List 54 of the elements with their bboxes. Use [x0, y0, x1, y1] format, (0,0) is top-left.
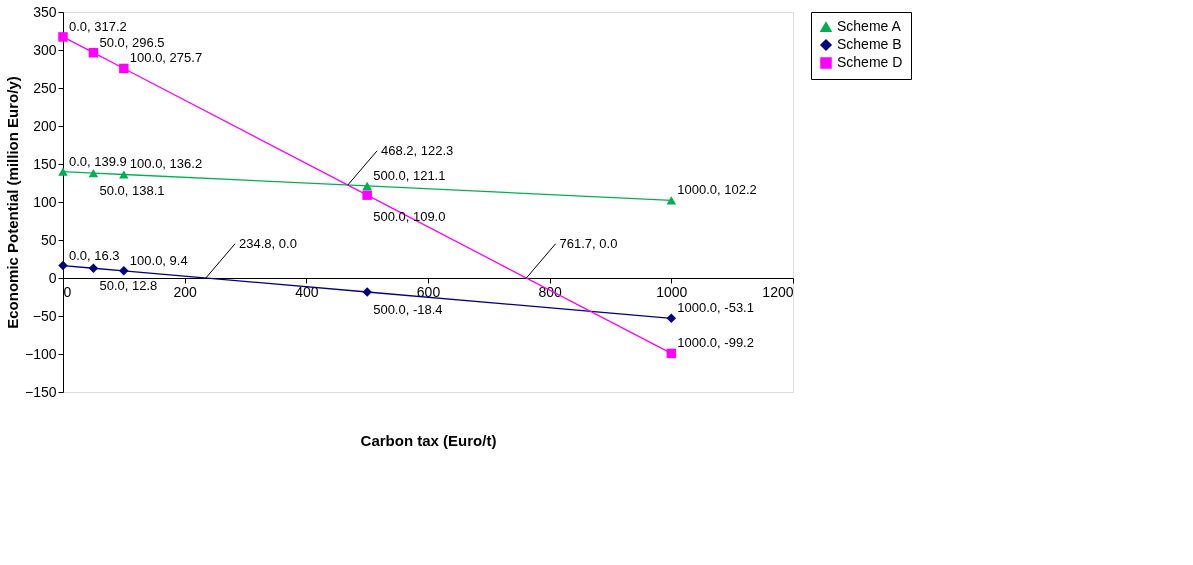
- data-label: 100.0, 136.2: [129, 156, 203, 172]
- y-tick-label: −100: [24, 345, 57, 362]
- y-tick-label: 250: [33, 79, 57, 96]
- point: [362, 181, 372, 191]
- legend-label: Scheme A: [837, 18, 902, 34]
- point: [362, 190, 372, 200]
- point: [119, 266, 129, 276]
- point: [58, 32, 68, 42]
- x-tick-label: 1200: [762, 283, 794, 300]
- point: [666, 313, 677, 324]
- data-label: 1000.0, -99.2: [677, 335, 754, 351]
- point: [666, 196, 677, 205]
- data-label: 1000.0, -53.1: [677, 300, 754, 316]
- y-tick-label: 0: [48, 269, 57, 286]
- point: [88, 47, 99, 58]
- annotation: 761.7, 0.0: [559, 235, 618, 251]
- data-label: 0.0, 317.2: [69, 18, 127, 34]
- point: [58, 167, 68, 176]
- legend-label: Scheme B: [837, 36, 902, 52]
- data-label: 50.0, 12.8: [99, 278, 158, 294]
- y-tick-label: 350: [33, 3, 57, 20]
- x-axis-title: Carbon tax (Euro/t): [360, 431, 497, 449]
- point: [58, 260, 68, 271]
- data-label: 0.0, 16.3: [69, 247, 120, 263]
- x-tick-label: 1000: [656, 283, 688, 300]
- data-label: 1000.0, 102.2: [677, 182, 757, 198]
- y-tick-label: 100: [33, 193, 57, 210]
- point: [666, 348, 677, 359]
- data-label: 500.0, 121.1: [373, 167, 446, 183]
- data-label: 100.0, 275.7: [129, 50, 203, 66]
- y-tick-label: 50: [40, 231, 57, 248]
- annotation: 468.2, 122.3: [381, 142, 454, 158]
- y-tick-label: 150: [33, 155, 57, 172]
- x-tick-label: 200: [173, 283, 198, 300]
- y-tick-label: 300: [33, 41, 57, 58]
- data-label: 50.0, 138.1: [99, 183, 165, 199]
- data-label: 0.0, 139.9: [69, 153, 127, 169]
- y-tick-label: −50: [32, 307, 57, 324]
- y-tick-label: 200: [33, 117, 57, 134]
- point: [88, 168, 99, 178]
- point: [119, 63, 129, 74]
- point: [119, 170, 129, 179]
- x-tick-label: 400: [295, 283, 319, 300]
- data-label: 100.0, 9.4: [129, 252, 188, 268]
- data-label: 50.0, 296.5: [99, 34, 165, 50]
- data-label: 500.0, -18.4: [373, 301, 443, 317]
- x-tick-label: 0: [63, 283, 72, 300]
- annotation: 234.8, 0.0: [239, 235, 297, 251]
- legend-label: Scheme D: [837, 54, 903, 70]
- y-axis-title: Economic Potential (million Euro/y): [3, 76, 21, 329]
- point: [88, 263, 99, 274]
- data-label: 500.0, 109.0: [373, 209, 446, 225]
- y-tick-label: −150: [24, 383, 57, 400]
- x-tick-label: 600: [416, 283, 441, 300]
